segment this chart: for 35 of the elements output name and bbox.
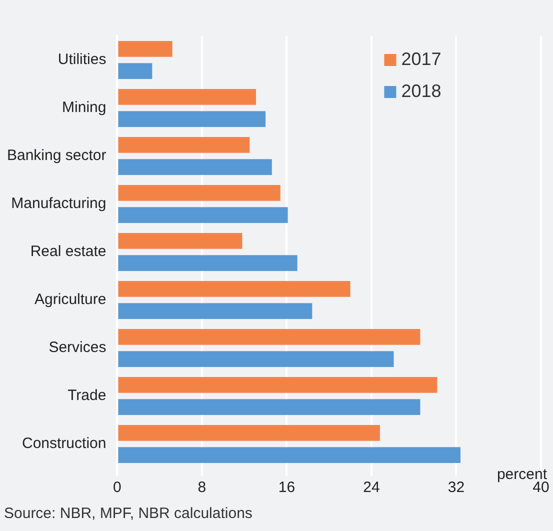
bar (118, 137, 250, 153)
bar (118, 447, 460, 463)
bar (118, 377, 438, 393)
bar (118, 111, 266, 127)
bar (118, 281, 350, 297)
x-tick-label: 24 (363, 479, 380, 496)
bar (118, 351, 394, 367)
bar (118, 329, 420, 345)
bar (118, 303, 312, 319)
x-tick-label: 32 (448, 479, 465, 496)
y-tick-label: Real estate (30, 243, 106, 260)
bar (118, 233, 242, 249)
bar (118, 399, 420, 415)
y-tick-label: Manufacturing (11, 195, 106, 212)
source-note: Source: NBR, MPF, NBR calculations (4, 505, 252, 522)
y-tick-label: Services (48, 339, 106, 356)
legend-label: 2017 (401, 48, 442, 69)
legend-label: 2018 (401, 80, 442, 101)
y-tick-label: Utilities (58, 51, 106, 68)
bar (118, 41, 172, 57)
y-tick-label: Banking sector (6, 147, 106, 164)
x-tick-label: 0 (113, 479, 122, 496)
bar (118, 185, 280, 201)
bar (118, 425, 380, 441)
x-tick-label: 8 (198, 479, 206, 496)
bar (118, 63, 152, 79)
x-tick-label: 16 (278, 479, 296, 496)
y-tick-label: Trade (68, 387, 106, 404)
bar (118, 255, 298, 271)
bar (118, 207, 288, 223)
bar (118, 159, 272, 175)
bar (118, 89, 256, 105)
y-tick-label: Mining (62, 99, 106, 116)
y-tick-label: Agriculture (34, 291, 106, 308)
y-tick-label: Construction (22, 435, 106, 452)
